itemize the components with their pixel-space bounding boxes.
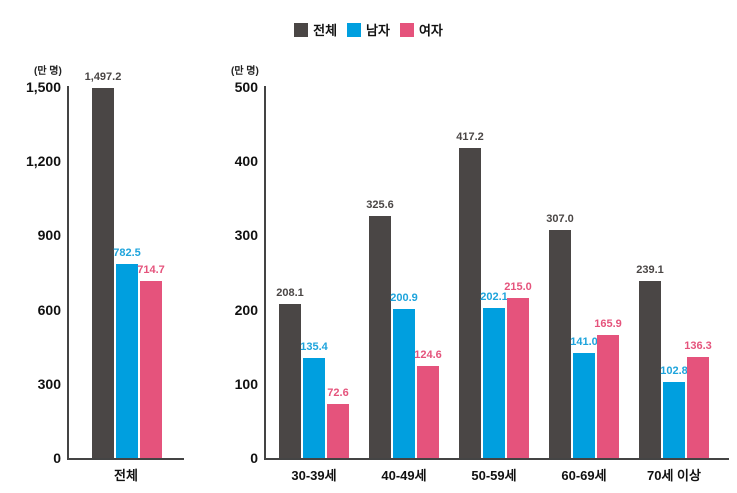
y-tick-label: 400 — [234, 153, 258, 170]
legend-swatch-male — [347, 22, 362, 37]
bar-female — [327, 404, 349, 458]
bar-total — [369, 216, 391, 458]
bar-male — [303, 357, 325, 458]
y-tick-label: 300 — [234, 227, 258, 244]
value-label-total: 417.2 — [456, 131, 484, 144]
value-label-total: 239.1 — [636, 263, 664, 276]
bar-total — [279, 303, 301, 458]
right-y-unit: (만 명) — [231, 66, 259, 77]
value-label-male: 200.9 — [390, 291, 418, 304]
left-x-category-label: 전체 — [114, 468, 138, 483]
value-label-female: 124.6 — [414, 348, 442, 361]
bar-male — [483, 308, 505, 458]
value-label-male: 135.4 — [300, 340, 328, 353]
bar-total — [549, 230, 571, 458]
value-label-female: 72.6 — [327, 387, 349, 400]
legend-swatch-total — [294, 22, 309, 37]
legend-label-male: 남자 — [366, 23, 390, 38]
x-category-label: 70세 이상 — [647, 468, 701, 483]
x-category-label: 60-69세 — [561, 468, 607, 483]
value-label-male: 202.1 — [480, 291, 508, 304]
bar-total — [459, 148, 481, 458]
left-x-axis-line — [67, 458, 184, 460]
legend-item-female: 여자 — [399, 20, 443, 39]
value-label-total: 1,497.2 — [84, 70, 122, 83]
x-category-label: 40-49세 — [381, 468, 427, 483]
value-label-female: 714.7 — [137, 264, 165, 277]
left-y-axis-line — [67, 86, 69, 459]
value-label-male: 102.8 — [660, 364, 688, 377]
bar-female — [417, 365, 439, 458]
right-x-axis-line — [264, 458, 729, 460]
value-label-female: 165.9 — [594, 317, 622, 330]
y-tick-label: 500 — [234, 79, 258, 95]
bar-male — [116, 264, 138, 458]
value-label-male: 782.5 — [113, 247, 141, 260]
y-tick-label: 0 — [53, 450, 61, 466]
x-category-label: 50-59세 — [471, 468, 517, 483]
left-y-unit: (만 명) — [34, 66, 62, 77]
y-tick-label: 1,500 — [25, 79, 61, 95]
value-label-total: 208.1 — [276, 286, 304, 299]
bar-female — [140, 281, 162, 458]
value-label-female: 215.0 — [504, 281, 532, 294]
x-category-label: 30-39세 — [291, 468, 337, 483]
legend-swatch-female — [399, 22, 414, 37]
bar-male — [663, 381, 685, 458]
right-y-axis-line — [264, 86, 266, 459]
y-tick-label: 300 — [37, 375, 61, 392]
y-tick-label: 0 — [250, 450, 258, 466]
bar-female — [687, 356, 709, 458]
y-tick-label: 1,200 — [25, 153, 61, 170]
legend-item-male: 남자 — [347, 20, 390, 39]
bar-female — [507, 298, 529, 458]
y-tick-label: 900 — [37, 227, 61, 244]
y-tick-label: 600 — [37, 301, 61, 318]
bar-female — [597, 334, 619, 458]
legend-label-female: 여자 — [418, 23, 443, 38]
y-tick-label: 100 — [234, 375, 258, 392]
bar-male — [393, 308, 415, 458]
value-label-total: 307.0 — [546, 213, 574, 226]
value-label-total: 325.6 — [366, 199, 394, 212]
value-label-female: 136.3 — [684, 339, 712, 352]
value-label-male: 141.0 — [570, 336, 598, 349]
bar-male — [573, 353, 595, 458]
bar-total — [92, 87, 114, 458]
legend-label-total: 전체 — [313, 23, 338, 38]
chart-legend: 전체 남자 여자 — [0, 20, 737, 39]
bar-total — [639, 280, 661, 458]
legend-item-total: 전체 — [294, 20, 337, 39]
y-tick-label: 200 — [234, 301, 258, 318]
